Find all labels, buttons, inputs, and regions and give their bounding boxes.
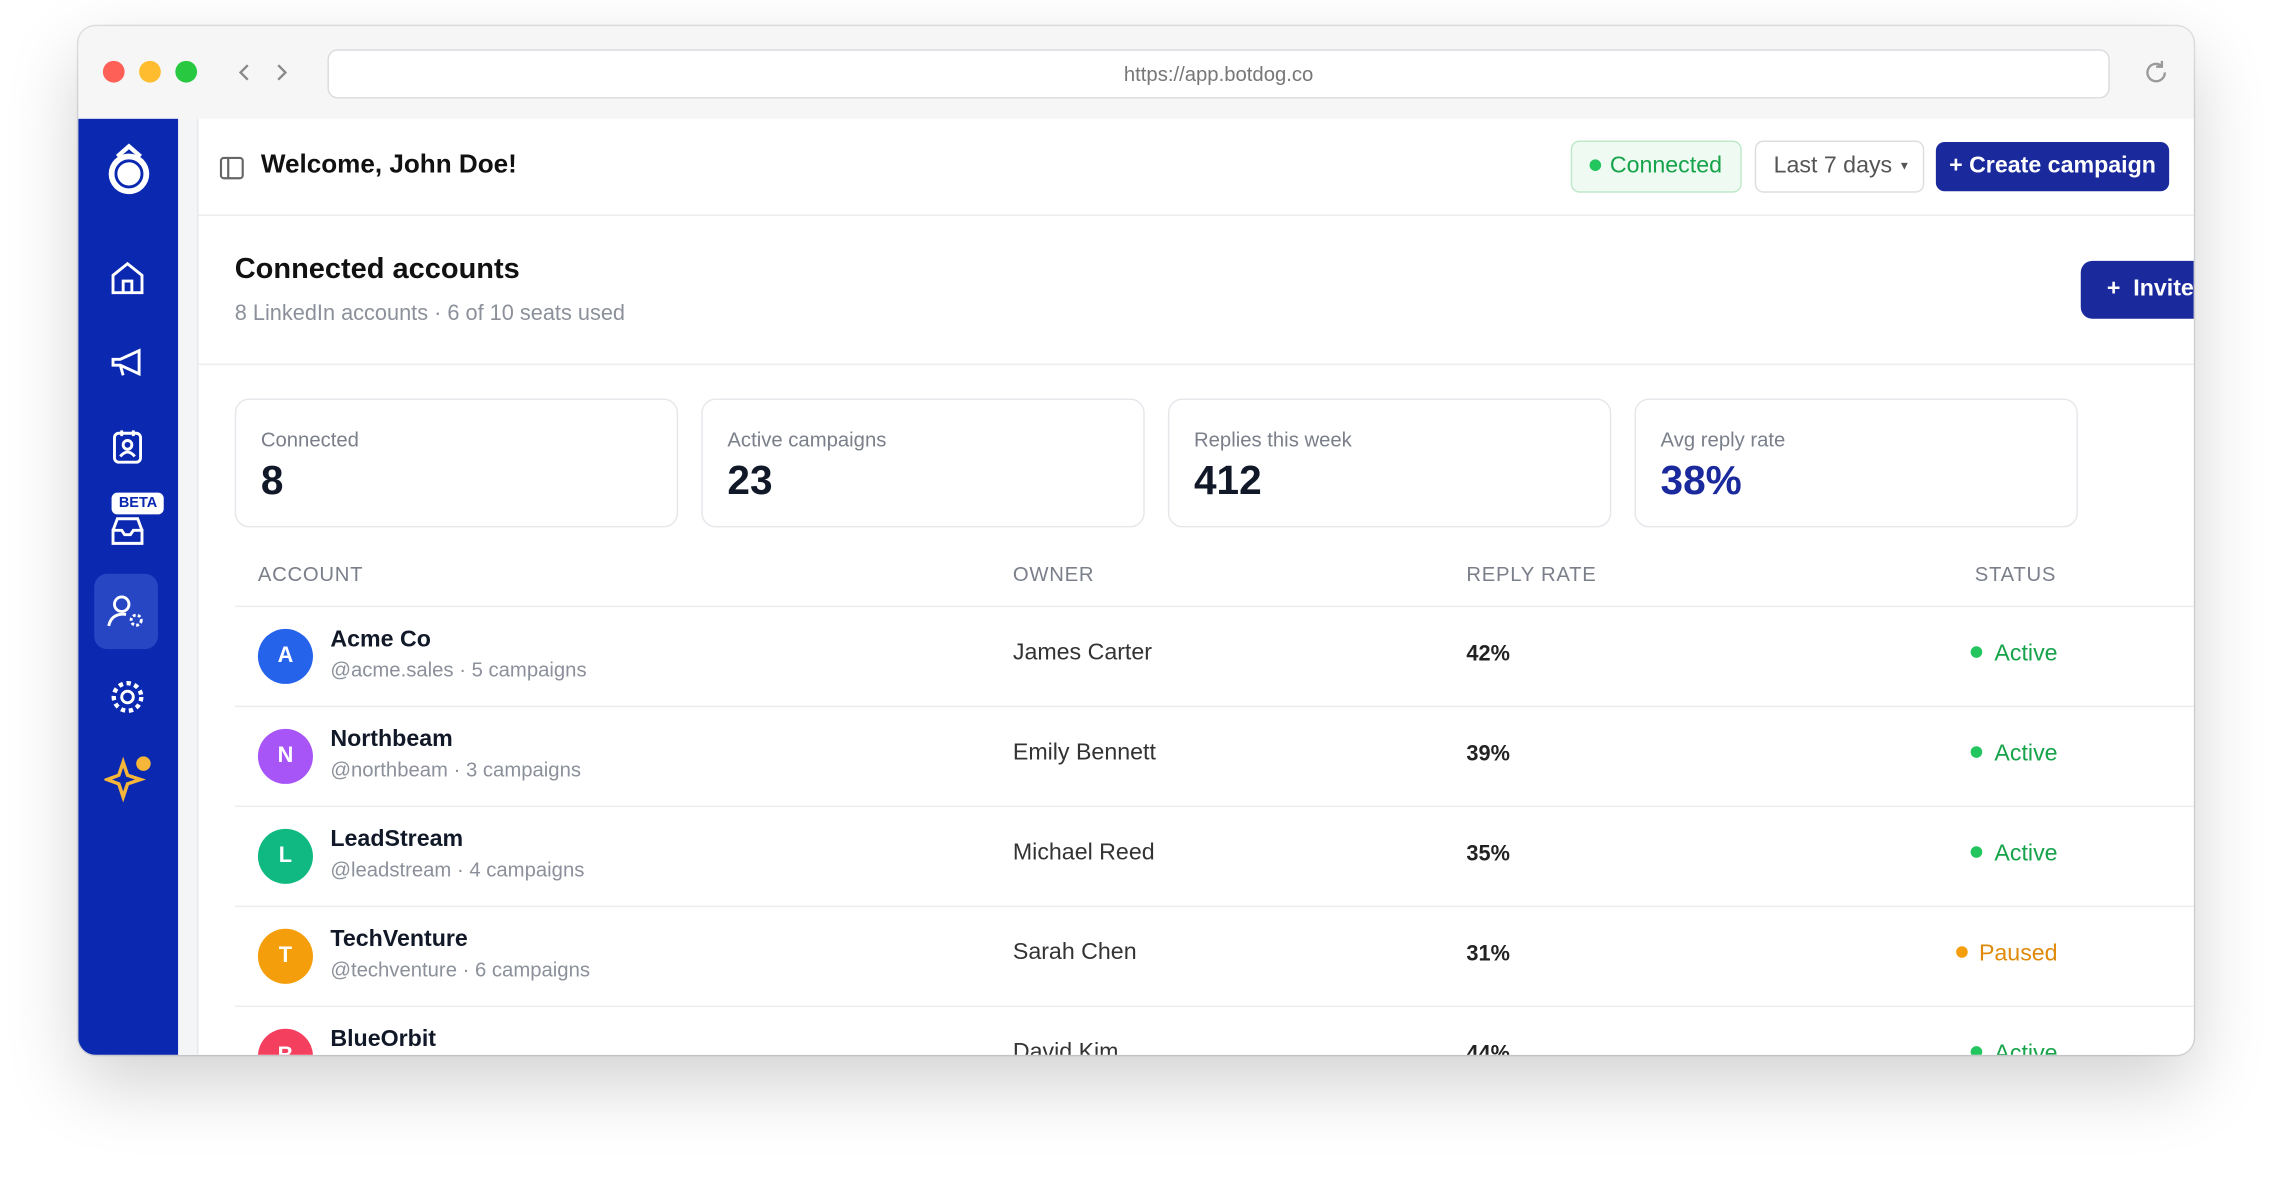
table-row[interactable]: N Northbeam @northbeam · 3 campaigns Emily … <box>234 705 2194 807</box>
minimize-dot[interactable] <box>139 60 161 83</box>
divider-strip <box>178 118 199 1055</box>
account-handle: @acme.sales · 5 campaigns <box>330 657 587 682</box>
sidebar: BETA <box>78 118 179 1055</box>
reply-rate: 39% <box>1466 741 1510 767</box>
account-handle: @leadstream · 4 campaigns <box>330 857 585 881</box>
invite-button[interactable]: + Invite <box>2080 260 2194 319</box>
stat-value: 412 <box>1193 457 1262 503</box>
avatar: N <box>257 728 313 784</box>
owner: James Carter <box>1012 640 1153 666</box>
status-text: Paused <box>1978 941 2058 967</box>
table-row[interactable]: B BlueOrbit David Kim 44% Active <box>234 1005 2194 1055</box>
beta-badge: BETA <box>111 492 165 515</box>
owner: Michael Reed <box>1012 840 1155 866</box>
reload[interactable] <box>2142 58 2171 87</box>
main: Welcome, John Doe! Connected Last 7 days… <box>178 118 2194 1055</box>
browser-window: https://app.botdog.co BETA Welcome, John… <box>78 26 2194 1055</box>
stat-label: Avg reply rate <box>1660 427 1786 451</box>
stat-value: 8 <box>260 457 284 503</box>
url-bar[interactable]: https://app.botdog.co <box>327 49 2110 99</box>
column-header: STATUS <box>1974 562 2057 586</box>
reply-rate: 35% <box>1466 841 1510 867</box>
status-text: Active <box>1994 1041 2058 1055</box>
range-text: Last 7 days <box>1773 153 1893 179</box>
status: Active <box>1971 741 2058 768</box>
campaigns-icon[interactable] <box>107 343 148 384</box>
sparkle-icon[interactable] <box>104 753 153 803</box>
status: Active <box>1971 841 2058 868</box>
section-title: Connected accounts <box>234 253 520 286</box>
close-dot[interactable] <box>102 60 125 83</box>
reply-rate: 42% <box>1466 641 1510 667</box>
stat-label: Active campaigns <box>727 427 887 451</box>
account-name: Northbeam <box>330 727 453 753</box>
avatar: B <box>257 1028 313 1055</box>
stat-label: Replies this week <box>1193 427 1352 451</box>
status: Paused <box>1955 941 2058 968</box>
section-divider <box>198 363 2194 366</box>
account-name: LeadStream <box>330 827 464 853</box>
account-handle: @techventure · 6 campaigns <box>330 957 591 981</box>
table-row[interactable]: T TechVenture @techventure · 6 campaigns Sa… <box>234 905 2194 1007</box>
column-header: OWNER <box>1012 562 1095 586</box>
owner: Sarah Chen <box>1012 940 1137 966</box>
account-name: Acme Co <box>330 627 431 653</box>
section-subtitle: 8 LinkedIn accounts · 6 of 10 seats used <box>234 301 626 327</box>
account-name: TechVenture <box>330 927 468 952</box>
owner: David Kim <box>1012 1040 1119 1055</box>
stat-label: Connected <box>260 427 359 451</box>
stat-card: Replies this week 412 <box>1167 398 1612 528</box>
stat-card: Active campaigns 23 <box>701 398 1145 528</box>
range-select[interactable]: Last 7 days ▼ <box>1754 140 1925 193</box>
stat-card: Avg reply rate 38% <box>1634 398 2078 528</box>
reply-rate: 44% <box>1466 1041 1510 1055</box>
home-icon[interactable] <box>107 258 148 299</box>
account-name: BlueOrbit <box>330 1027 436 1052</box>
sidebar-toggle[interactable] <box>219 155 245 181</box>
table-row[interactable]: L LeadStream @leadstream · 4 campaigns Mich… <box>234 805 2194 907</box>
stat-card: Connected 8 <box>234 398 679 528</box>
owner: Emily Bennett <box>1012 740 1156 766</box>
header-divider <box>198 214 2194 216</box>
nav-arrows[interactable] <box>235 61 293 84</box>
reply-rate: 31% <box>1466 941 1510 967</box>
avatar: L <box>257 828 313 884</box>
account-handle: @northbeam · 3 campaigns <box>330 757 582 782</box>
settings-icon[interactable] <box>107 677 148 718</box>
status-text: Active <box>1994 741 2058 767</box>
table-row[interactable]: A Acme Co @acme.sales · 5 campaigns James C… <box>234 605 2194 707</box>
inbox-icon[interactable] <box>107 510 148 551</box>
status-text: Active <box>1994 841 2058 867</box>
contacts-icon[interactable] <box>107 426 148 467</box>
connected-pill[interactable]: Connected <box>1570 140 1742 193</box>
avatar: T <box>257 928 313 984</box>
column-header: ACCOUNT <box>257 562 364 586</box>
create-campaign[interactable]: + Create campaign <box>1935 142 2170 192</box>
welcome: Welcome, John Doe! <box>260 149 517 179</box>
logo[interactable] <box>103 142 155 200</box>
status-text: Active <box>1994 641 2058 667</box>
avatar: A <box>257 628 313 684</box>
status: Active <box>1971 1041 2058 1055</box>
maximize-dot[interactable] <box>175 60 198 83</box>
accounts-icon[interactable] <box>106 591 149 632</box>
stat-value: 23 <box>727 457 773 503</box>
column-header: REPLY RATE <box>1466 562 1597 586</box>
stat-value: 38% <box>1660 457 1742 503</box>
connected-text: Connected <box>1609 153 1722 179</box>
status: Active <box>1971 641 2058 668</box>
